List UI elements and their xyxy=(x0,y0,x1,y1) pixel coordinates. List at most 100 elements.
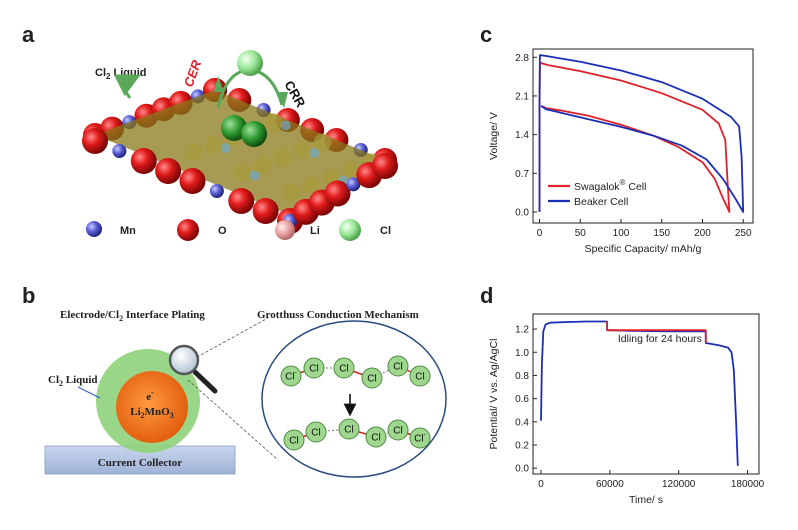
chart-c: 0 50 100 150 200 250 0.0 0.7 1.4 2.1 2.8 Specific C… xyxy=(488,48,754,255)
idling-annotation: Idling for 24 hours xyxy=(618,333,702,345)
panel-label-d: d xyxy=(480,283,493,308)
cl-atom xyxy=(409,365,431,387)
mn-atom xyxy=(209,184,224,198)
legend-label-2: Beaker Cell xyxy=(574,196,628,208)
cl-atom xyxy=(387,355,409,377)
x-tick-label: 100 xyxy=(613,228,630,239)
cl-label: Cl xyxy=(393,426,402,437)
cl2-liquid-pointer xyxy=(77,386,101,399)
y-tick-label: 0.0 xyxy=(515,464,529,475)
cl-atom xyxy=(303,357,325,379)
y-tick-label: 0.0 xyxy=(515,207,529,218)
chloride-label: Cl- xyxy=(285,370,297,383)
magnifier-handle xyxy=(192,369,218,394)
li-legend-icon xyxy=(275,220,295,240)
li-site xyxy=(309,148,320,158)
y-tick-label: 0.8 xyxy=(515,371,529,382)
li2mno3-particle xyxy=(116,371,188,443)
cl-label: Cl xyxy=(311,428,320,439)
cl2-liquid-label: Cl2 Liquid xyxy=(95,67,147,81)
cer-arrowhead xyxy=(214,76,224,92)
chloride-ion xyxy=(409,427,431,449)
o-legend-label: O xyxy=(218,225,227,237)
li-site xyxy=(280,120,291,131)
surface-atom xyxy=(302,176,321,194)
cl-label: Cl xyxy=(344,425,353,436)
grotthuss-chain: Cl- Cl Cl Cl Cl Cl Cl Cl Cl Cl Cl Cl- xyxy=(280,355,431,451)
cl2-liquid-label-b: Cl2 Liquid xyxy=(48,374,98,388)
y-tick-label: 0.4 xyxy=(515,417,529,428)
surface-atom xyxy=(233,163,252,182)
cl-label: Cl xyxy=(371,433,380,444)
cl-label: Cl xyxy=(289,436,298,447)
y-tick-label: 0.6 xyxy=(515,394,529,405)
li-site xyxy=(220,143,231,153)
li2mno3-label: Li2MnO3 xyxy=(130,406,173,420)
x-tick-label: 0 xyxy=(537,228,543,239)
cl-atom xyxy=(283,429,305,451)
y-tick-label: 1.4 xyxy=(515,130,529,141)
cl-label: Cl xyxy=(309,364,318,375)
svg-text:Cl2 Liquid: Cl2 Liquid xyxy=(95,67,147,81)
cl-atom xyxy=(305,421,327,443)
x-tick-label: 150 xyxy=(653,228,670,239)
cl-label: Cl xyxy=(339,364,348,375)
cl-atom xyxy=(338,418,360,440)
current-collector-label: Current Collector xyxy=(98,457,183,469)
cl-atom-adsorbed xyxy=(221,115,247,141)
o-atom xyxy=(130,148,157,174)
mn-atom xyxy=(112,144,127,158)
magnifier-icon xyxy=(168,344,200,376)
cl-legend-label: Cl xyxy=(380,225,391,237)
x-tick-label: 60000 xyxy=(596,479,624,490)
cl-atom-adsorbed xyxy=(241,121,267,147)
o-atom xyxy=(179,168,206,194)
chloride-label: Cl- xyxy=(414,432,426,445)
surface-atom xyxy=(204,136,223,154)
grotthuss-zoom-circle xyxy=(261,320,447,478)
plot-frame xyxy=(532,313,760,475)
x-tick-label: 200 xyxy=(694,228,711,239)
x-tick-label: 180000 xyxy=(731,479,765,490)
electron-label: e- xyxy=(146,388,154,403)
cl-atom-free xyxy=(237,50,263,76)
chloride-ion xyxy=(280,365,302,387)
mn-legend-icon xyxy=(86,221,102,237)
series-line-1 xyxy=(538,61,731,213)
lattice-illustration xyxy=(82,78,398,234)
o-atom xyxy=(324,180,351,207)
surface-atom xyxy=(184,143,203,162)
o-atom xyxy=(155,158,182,184)
x-tick-label: 0 xyxy=(538,479,544,490)
zoom-line-bottom xyxy=(187,379,279,461)
surface-atom xyxy=(313,133,332,152)
li-legend-label: Li xyxy=(310,225,320,237)
y-tick-label: 0.2 xyxy=(515,441,529,452)
atom-legend: Mn O Li Cl xyxy=(86,219,391,241)
x-axis-label: Specific Capacity/ mAh/g xyxy=(585,243,702,255)
series-line-2 xyxy=(538,54,745,213)
cl-label: Cl xyxy=(393,362,402,373)
cl-atom xyxy=(361,367,383,389)
y-tick-label: 2.8 xyxy=(515,53,529,64)
surface-atom xyxy=(342,161,361,179)
panel-label-a: a xyxy=(22,22,35,47)
series-line-2 xyxy=(606,320,707,344)
y-axis-label: Voltage/ V xyxy=(488,112,500,160)
x-tick-label: 250 xyxy=(735,228,752,239)
legend-label-1: Swagalok® Cell xyxy=(574,178,646,193)
y-tick-label: 1.0 xyxy=(515,348,529,359)
interface-plating-title: Electrode/Cl2 Interface Plating xyxy=(60,309,205,323)
mn-atom xyxy=(346,177,361,192)
o-atom xyxy=(372,153,398,179)
cl-label: Cl xyxy=(367,374,376,385)
zoom-line-top xyxy=(187,317,269,363)
chart-d: 0 60000 120000 180000 0.0 0.2 0.4 0.6 0.8 1.0 1.2 T… xyxy=(488,313,765,506)
x-tick-label: 120000 xyxy=(662,479,696,490)
cl2-liquid-arrow xyxy=(113,74,141,99)
y-axis-label: Potential/ V vs. Ag/AgCl xyxy=(488,339,500,450)
x-tick-label: 50 xyxy=(575,228,587,239)
cl-atom xyxy=(333,357,355,379)
cl-atom xyxy=(365,426,387,448)
